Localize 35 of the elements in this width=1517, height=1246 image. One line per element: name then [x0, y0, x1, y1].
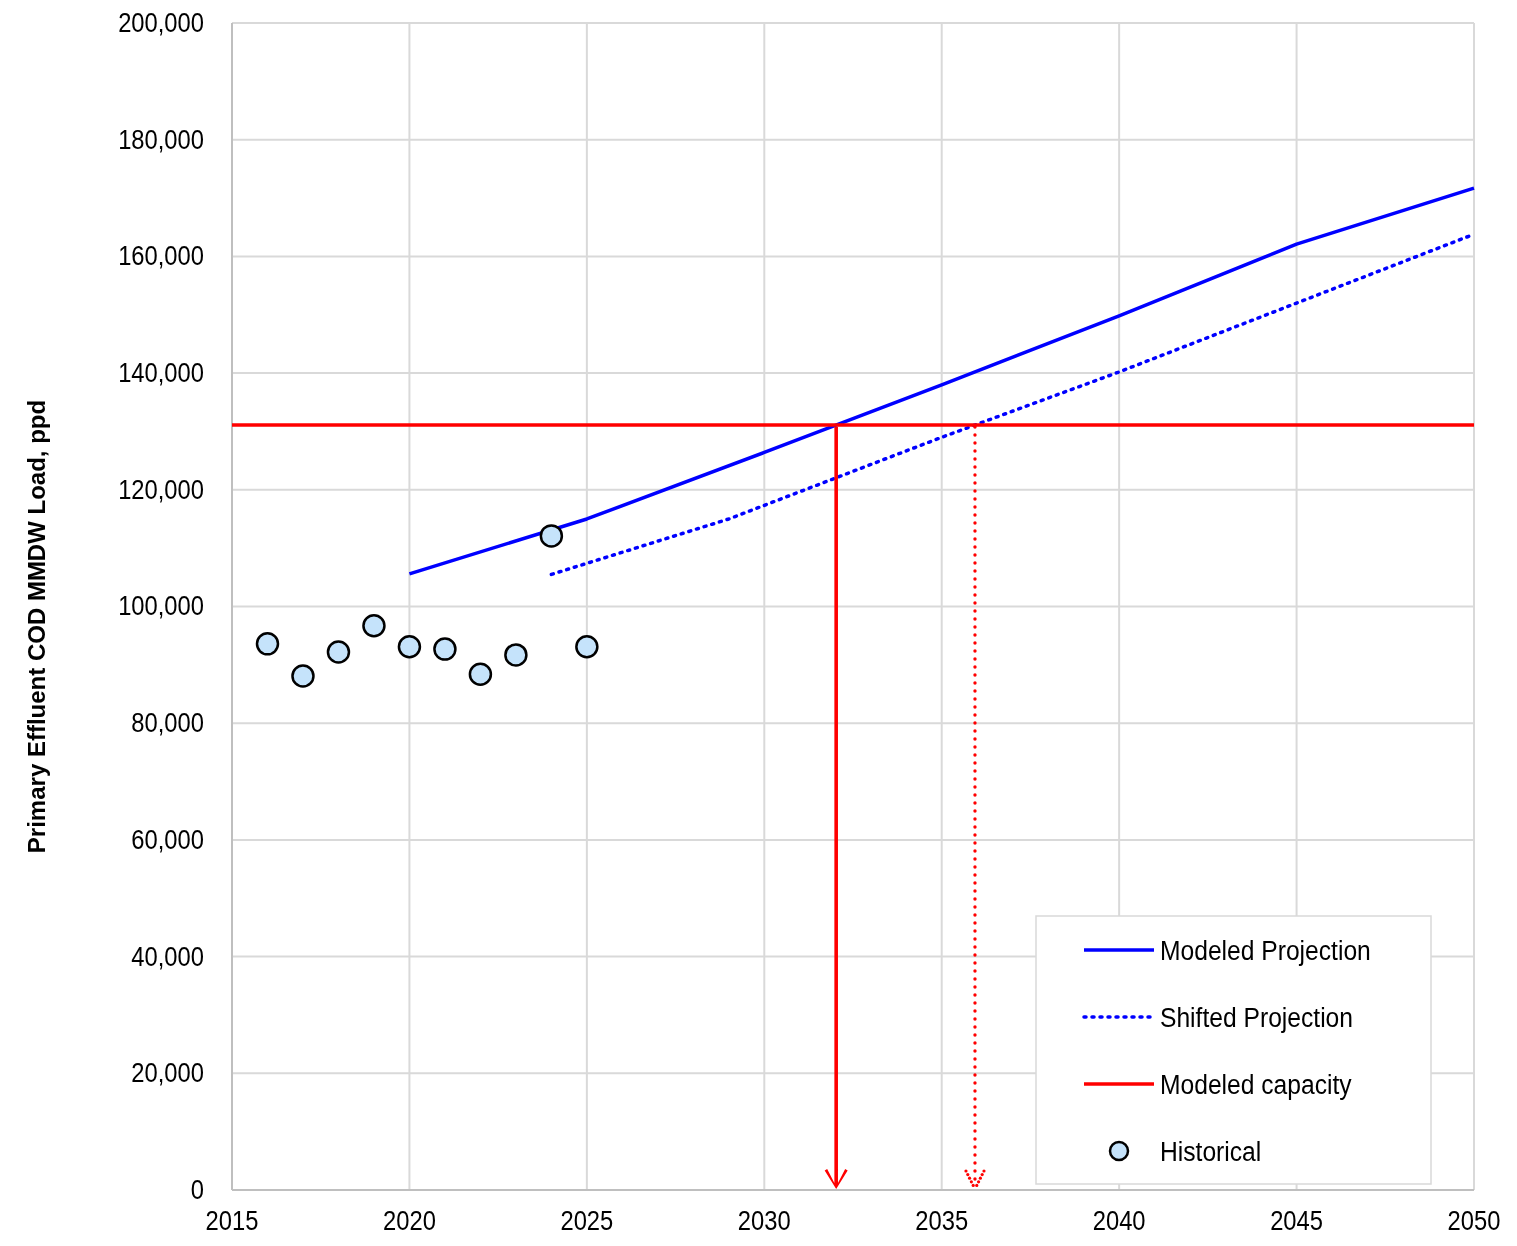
y-tick-label: 160,000 [118, 240, 204, 271]
y-tick-label: 20,000 [131, 1057, 204, 1088]
legend-label: Modeled Projection [1160, 934, 1371, 967]
x-tick-label: 2050 [1447, 1205, 1501, 1236]
y-axis-title: Primary Effluent COD MMDW Load, ppd [23, 399, 50, 854]
point [433, 637, 457, 661]
x-tick-label: 2045 [1270, 1205, 1323, 1236]
y-tick-label: 0 [190, 1174, 204, 1205]
point [255, 632, 280, 656]
point [362, 614, 386, 638]
point [468, 662, 493, 686]
y-tick-label: 80,000 [131, 707, 204, 738]
point [539, 524, 564, 548]
y-tick-label: 40,000 [131, 941, 204, 971]
legend-label: Modeled capacity [1160, 1068, 1353, 1101]
y-tick-label: 100,000 [118, 591, 204, 621]
legend-label: Historical [1160, 1135, 1262, 1168]
x-tick-label: 2040 [1092, 1205, 1146, 1236]
point [397, 635, 422, 659]
legend-label: Shifted Projection [1160, 1001, 1354, 1034]
x-tick-label: 2030 [737, 1205, 791, 1236]
x-tick-label: 2025 [560, 1205, 614, 1236]
x-tick-label: 2015 [205, 1205, 259, 1236]
y-tick-label: 60,000 [131, 824, 204, 855]
y-tick-label: 140,000 [118, 357, 204, 388]
point [326, 640, 351, 664]
point [575, 635, 599, 659]
line-series [407, 186, 1476, 576]
point [504, 643, 528, 667]
x-tick-label: 2035 [915, 1205, 969, 1236]
y-tick-label: 200,000 [118, 7, 204, 38]
point [291, 664, 315, 688]
y-tick-label: 120,000 [118, 474, 204, 505]
y-tick-label: 180,000 [118, 124, 204, 155]
x-tick-label: 2020 [383, 1205, 436, 1236]
